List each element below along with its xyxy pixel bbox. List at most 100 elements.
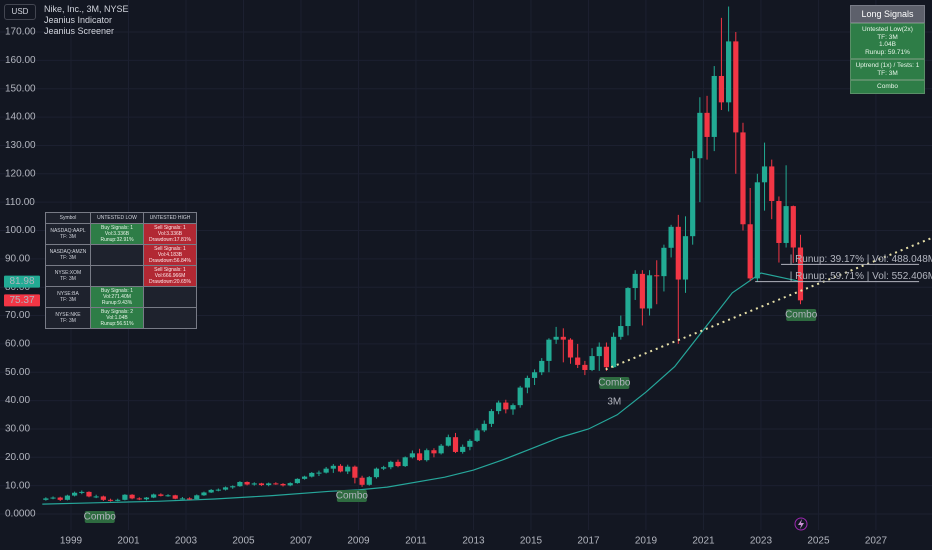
- candle-body: [467, 440, 473, 447]
- candle-body: [158, 494, 164, 496]
- candle-body: [301, 476, 308, 479]
- candle-body: [381, 467, 387, 469]
- y-tick-label: 90.00: [5, 253, 30, 264]
- candle-body: [258, 483, 265, 486]
- candle-body: [603, 346, 610, 368]
- candle-body: [43, 498, 49, 500]
- candle-body: [790, 206, 796, 248]
- cell-line: TF: 3M: [60, 234, 76, 240]
- annotation-text: Combo: [598, 378, 631, 389]
- y-tick-label: 160.00: [5, 55, 36, 66]
- y-tick-label: 10.00: [5, 480, 30, 491]
- y-tick-label: 150.00: [5, 83, 36, 94]
- candle-body: [424, 450, 430, 461]
- moving-average: [42, 272, 801, 505]
- candle-body: [797, 247, 804, 301]
- cell-line: Drawdown:20.65%: [149, 279, 191, 285]
- candle-body: [129, 494, 135, 499]
- cell-line: Runup:9.43%: [101, 300, 133, 306]
- table-cell: [143, 286, 197, 308]
- combo-label-box: [599, 377, 630, 390]
- candle-body: [143, 497, 150, 500]
- y-tick-label: 50.00: [5, 367, 30, 378]
- candle-body: [726, 41, 732, 103]
- candle-body: [438, 445, 444, 454]
- candle-body: [165, 495, 171, 497]
- y-tick-label: 110.00: [5, 197, 35, 208]
- table-row: NYSE:XOM TF: 3M Sell Signals: 1 Vol:666.966…: [45, 265, 197, 287]
- candle-body: [316, 472, 322, 474]
- candle-body: [697, 112, 703, 159]
- candle-body: [230, 486, 236, 488]
- table-cell: Sell Signals: 1 Vol:3.336B Drawdown:17.81%: [143, 223, 197, 245]
- signals-line: Uptrend (1x) / Tests: 1: [855, 62, 920, 69]
- combo-label-box: [786, 308, 817, 321]
- cell-line: TF: 3M: [60, 255, 76, 261]
- candle-body: [201, 492, 207, 496]
- y-tick-label: 20.00: [5, 452, 30, 463]
- combo-label-box: [336, 490, 367, 503]
- legend-entry: Jeanius Screener: [44, 26, 115, 36]
- candle-body: [122, 494, 128, 500]
- candle-body: [416, 453, 423, 461]
- candle-body: [546, 339, 552, 361]
- table-cell: Sell Signals: 1 Vol:666.966M Drawdown:20.6…: [143, 265, 197, 287]
- candle-body: [151, 494, 157, 498]
- table-row: NASDAQ:AAPL TF: 3M Buy Signals: 1 Vol:3.336…: [45, 223, 197, 245]
- table-cell: NASDAQ:AAPL TF: 3M: [45, 223, 91, 245]
- table-cell: Buy Signals: 2 Vol:1.04B Runup:56.51%: [90, 307, 144, 329]
- trend-line: [605, 236, 932, 371]
- legend: Nike, Inc., 3M, NYSE Jeanius Indicator Jea…: [44, 4, 129, 37]
- cell-line: NASDAQ:AMZN: [49, 249, 87, 255]
- table-cell: [90, 265, 144, 287]
- signals-title: Long Signals: [850, 5, 925, 23]
- cell-line: Sell Signals: 1: [154, 267, 186, 273]
- candle-body: [136, 498, 142, 500]
- candle-body: [50, 497, 56, 499]
- candle-body: [251, 483, 257, 485]
- candle-body: [208, 489, 214, 493]
- x-tick-label: 2021: [692, 536, 715, 547]
- candle-body: [79, 491, 85, 493]
- y-tick-label: 30.00: [5, 424, 30, 435]
- cell-line: Buy Signals: 1: [101, 225, 133, 231]
- candle-body: [452, 437, 459, 452]
- cell-line: TF: 3M: [60, 297, 76, 303]
- signals-line: Combo: [877, 83, 898, 90]
- cell-line: Vol:3.336B: [104, 231, 130, 237]
- level-label: | Runup: 39.17% | Vol: 488.048M: [790, 254, 932, 265]
- y-tick-label: 0.0000: [5, 509, 36, 520]
- candle-body: [704, 112, 710, 137]
- candle-body: [215, 489, 221, 491]
- cell-line: NYSE:XOM: [54, 270, 82, 276]
- candle-body: [294, 478, 300, 484]
- x-tick-label: 2013: [462, 536, 485, 547]
- candle-body: [273, 483, 279, 485]
- annotation-text: 3M: [607, 397, 621, 408]
- annotation-text: Combo: [336, 491, 369, 502]
- candle-body: [337, 465, 344, 472]
- candle-body: [266, 483, 272, 486]
- cell-line: Sell Signals: 1: [154, 225, 186, 231]
- cell-line: Vol:4.183B: [157, 252, 183, 258]
- y-tick-label: 120.00: [5, 168, 36, 179]
- table-cell: Buy Signals: 1 Vol:3.336B Runup:32.91%: [90, 223, 144, 245]
- candle-body: [373, 468, 380, 478]
- table-cell: [90, 244, 144, 266]
- cell-line: Runup:32.91%: [100, 237, 134, 243]
- candle-body: [244, 481, 250, 485]
- candle-body: [754, 182, 760, 279]
- candle-body: [747, 224, 753, 279]
- candle-body: [567, 339, 574, 358]
- candle-body: [345, 466, 351, 472]
- cell-line: Vol:3.336B: [157, 231, 183, 237]
- price-label: 75.37: [9, 295, 34, 306]
- alert-icon[interactable]: [794, 517, 808, 531]
- candle-body: [409, 453, 415, 458]
- candle-body: [776, 201, 782, 243]
- price-label-box: [4, 294, 40, 307]
- x-tick-label: 2011: [405, 536, 427, 547]
- signals-block: Untested Low(2x) TF: 3M 1.04B Runup: 59.71%: [850, 23, 925, 59]
- cell-line: Vol:1.04B: [106, 315, 128, 321]
- currency-button[interactable]: USD: [4, 4, 36, 20]
